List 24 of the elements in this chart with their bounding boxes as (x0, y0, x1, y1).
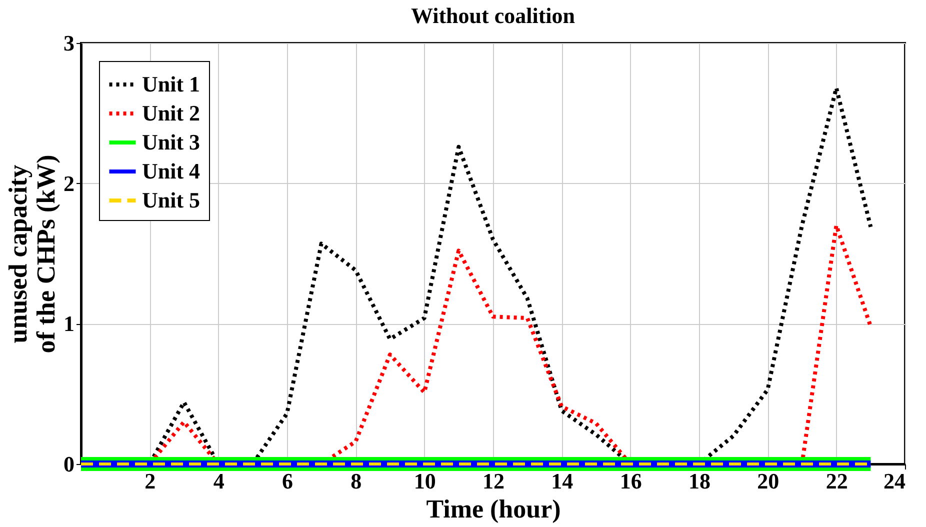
x-tick-label: 18 (688, 468, 710, 494)
x-tick-label: 12 (482, 468, 504, 494)
y-tick-label: 2 (64, 170, 74, 196)
y-tick-label: 3 (64, 30, 74, 56)
legend-label: Unit 3 (142, 130, 200, 154)
x-tick-label: 2 (144, 468, 156, 494)
chart-title: Without coalition (410, 3, 576, 28)
x-tick-label: 16 (620, 468, 642, 494)
legend-label: Unit 1 (142, 72, 200, 96)
x-tick-label: 20 (757, 468, 780, 494)
x-tick-label: 22 (826, 468, 848, 494)
x-tick-label: 10 (414, 468, 436, 494)
x-axis-title: Time (hour) (426, 494, 561, 524)
y-tick-label: 0 (64, 452, 74, 476)
legend-label: Unit 4 (142, 158, 200, 184)
x-tick-label: 24 (884, 468, 906, 494)
x-tick-label: 4 (213, 468, 224, 494)
legend-label: Unit 5 (142, 188, 200, 212)
legend-label: Unit 2 (142, 100, 200, 126)
y-tick-label: 1 (64, 311, 74, 336)
y-axis-title: unused capacity of the CHPs (kW) (4, 154, 60, 354)
x-tick-label: 14 (551, 468, 574, 494)
x-tick-label: 8 (350, 468, 362, 494)
x-tick-label: 6 (282, 468, 293, 494)
